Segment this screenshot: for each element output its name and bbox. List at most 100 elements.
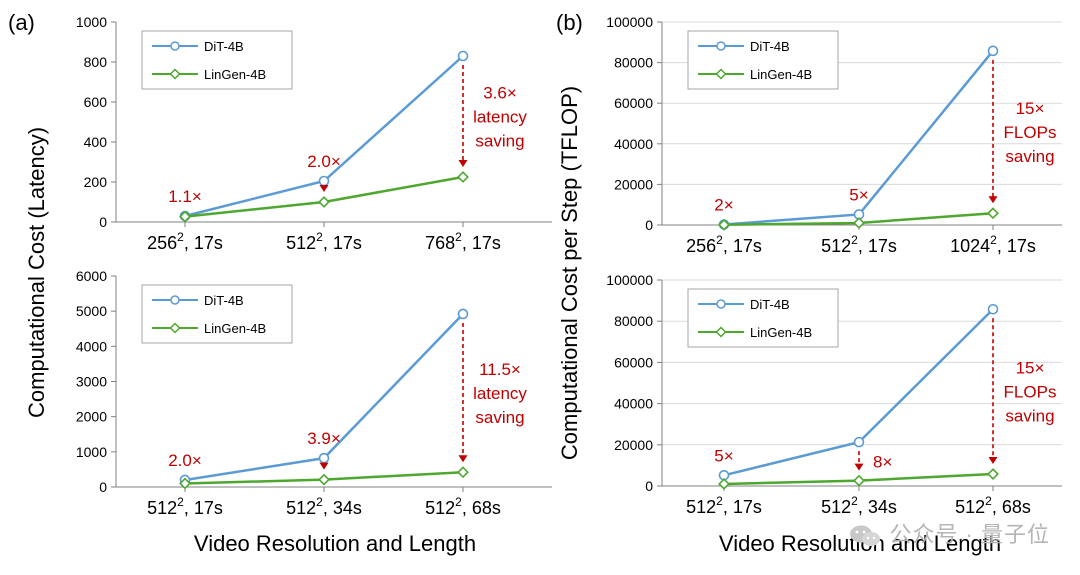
- p1-legend-box: [141, 284, 293, 344]
- p2-ytick-label-5: 100000: [606, 14, 653, 30]
- p2-ytick-label-1: 20000: [614, 176, 653, 192]
- p2-ytick-label-4: 80000: [614, 55, 653, 71]
- p3-legend-1-label: LinGen-4B: [750, 325, 812, 340]
- panel-b-letter: (b): [556, 10, 583, 35]
- p1-annotation-0-label: 2.0×: [168, 451, 202, 470]
- watermark-text: 公众号 · 量子位: [889, 522, 1050, 547]
- p0-series-1-point-0: [179, 210, 191, 223]
- wechat-logo-icon: [850, 525, 881, 547]
- p2-annotation-2-line-2: saving: [1005, 147, 1054, 166]
- p1-annotation-2-line-1: latency: [473, 384, 527, 403]
- p3-annotation-1-label: 8×: [873, 452, 892, 471]
- p0-series-0-point-1: [318, 175, 330, 187]
- p1-series-1-point-1: [318, 473, 330, 486]
- p3-series-0-point-2: [987, 303, 999, 315]
- p2-category-label-2: 10242, 17s: [950, 233, 1036, 256]
- p0-legend-1-marker: [169, 68, 181, 80]
- p0-category-label-2: 7682, 17s: [425, 230, 501, 253]
- p3-category-label-1: 5122, 34s: [821, 494, 897, 517]
- p0-legend-box: [141, 30, 293, 90]
- p2-series-1-point-0: [718, 218, 730, 231]
- p0-ytick-label-4: 800: [84, 54, 108, 70]
- p3-series-0-point-1: [853, 436, 865, 448]
- p0-annotation-2-line-0: 3.6×: [483, 84, 517, 103]
- watermark: 公众号 · 量子位: [848, 517, 1050, 549]
- p3-ytick-label-3: 60000: [614, 354, 653, 370]
- p0-ytick-label-3: 600: [84, 94, 108, 110]
- p0-series-0-point-2: [457, 50, 469, 62]
- p3-annotation-2-line-1: FLOPs: [1004, 383, 1057, 402]
- p1-ytick-label-0: 0: [99, 479, 107, 495]
- p1-series-1-point-2: [457, 466, 469, 479]
- p0-annotation-2-arrow-head: [458, 160, 468, 167]
- p2-ytick-label-0: 0: [645, 217, 653, 233]
- p3-category-label-2: 5122, 68s: [955, 494, 1031, 517]
- p2-category-label-0: 2562, 17s: [686, 233, 762, 256]
- p1-ytick-label-3: 3000: [76, 374, 107, 390]
- p1-ytick-label-6: 6000: [76, 268, 107, 284]
- p1-ytick-label-2: 2000: [76, 409, 107, 425]
- p3-ytick-label-4: 80000: [614, 313, 653, 329]
- p1-legend-1-label: LinGen-4B: [204, 321, 266, 336]
- p0-series-1-point-1: [318, 196, 330, 208]
- p2-series-0-point-2: [987, 45, 999, 57]
- p2-annotation-2-line-1: FLOPs: [1004, 123, 1057, 142]
- p1-annotation-2-line-2: saving: [475, 408, 524, 427]
- p0-category-label-1: 5122, 17s: [286, 230, 362, 253]
- p0-series-1-point-2: [457, 171, 469, 183]
- p3-annotation-2-line-0: 15×: [1016, 359, 1045, 378]
- p1-series-0-point-2: [457, 308, 469, 320]
- p1-legend-1-marker: [169, 322, 181, 334]
- p3-legend-box: [687, 288, 839, 348]
- p3-series-1-point-1: [853, 474, 865, 487]
- p3-ytick-label-1: 20000: [614, 437, 653, 453]
- p1-category-label-1: 5122, 34s: [286, 495, 362, 518]
- p3-ytick-label-0: 0: [645, 478, 653, 494]
- p1-annotation-1-arrow-head: [319, 462, 329, 470]
- p0-ytick-label-1: 200: [84, 174, 108, 190]
- p2-annotation-2-arrow-head: [988, 196, 998, 204]
- p1-ytick-label-4: 4000: [76, 338, 107, 354]
- p3-annotation-2-arrow-head: [988, 457, 998, 465]
- p2-ytick-label-3: 60000: [614, 95, 653, 111]
- p0-annotation-2-line-1: latency: [473, 108, 527, 127]
- p3-legend-0-marker: [716, 299, 726, 309]
- p2-category-label-1: 5122, 17s: [821, 233, 897, 256]
- p0-category-label-0: 2562, 17s: [147, 230, 223, 253]
- panel-a-xlabel: Video Resolution and Length: [193, 531, 477, 556]
- p0-legend-1-label: LinGen-4B: [204, 67, 266, 82]
- p3-legend-0-label: DiT-4B: [750, 297, 790, 312]
- p2-annotation-0-label: 2×: [714, 195, 733, 214]
- p1-ytick-label-5: 5000: [76, 303, 107, 319]
- p1-annotation-2-arrow-head: [458, 455, 468, 463]
- p3-annotation-0-label: 5×: [714, 446, 733, 465]
- p2-legend-1-marker: [715, 68, 727, 80]
- p3-legend-1-marker: [715, 326, 727, 338]
- p1-legend-0-marker: [170, 295, 180, 305]
- p3-annotation-2-line-2: saving: [1005, 407, 1054, 426]
- panel-a-letter: (a): [8, 10, 35, 35]
- p1-ytick-label-1: 1000: [76, 444, 107, 460]
- p1-legend-0-label: DiT-4B: [204, 293, 244, 308]
- p2-legend-box: [687, 30, 839, 90]
- p3-category-label-0: 5122, 17s: [686, 494, 762, 517]
- p2-legend-0-marker: [716, 41, 726, 51]
- p3-ytick-label-2: 40000: [614, 396, 653, 412]
- p0-annotation-1-arrow-head: [319, 185, 329, 192]
- p0-annotation-1-label: 2.0×: [307, 152, 341, 171]
- p2-ytick-label-2: 40000: [614, 136, 653, 152]
- p0-ytick-label-2: 400: [84, 134, 108, 150]
- p3-series-1-point-2: [987, 468, 999, 480]
- p1-series-0-point-1: [318, 452, 330, 464]
- p1-annotation-1-label: 3.9×: [307, 429, 341, 448]
- p2-legend-0-label: DiT-4B: [750, 39, 790, 54]
- p0-legend-0-label: DiT-4B: [204, 39, 244, 54]
- p1-annotation-2-line-0: 11.5×: [479, 360, 521, 379]
- p3-ytick-label-5: 100000: [606, 272, 653, 288]
- p0-ytick-label-5: 1000: [76, 14, 107, 30]
- p0-annotation-0-label: 1.1×: [168, 187, 202, 206]
- p1-series-1-point-0: [179, 477, 191, 490]
- p2-series-1-point-2: [987, 207, 999, 220]
